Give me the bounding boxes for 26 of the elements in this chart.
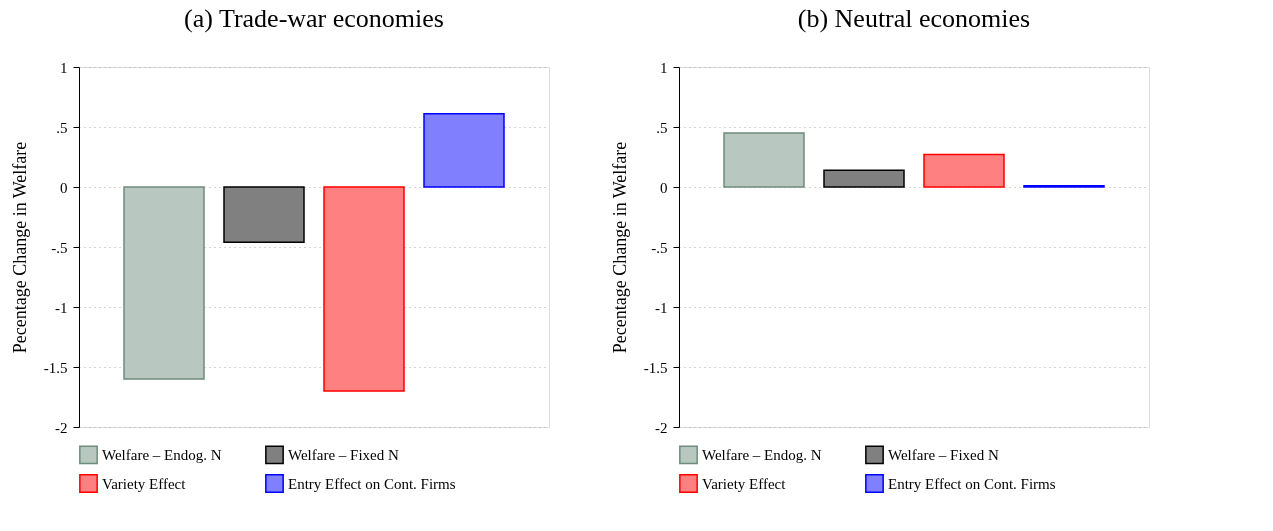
y-tick-label: -1 xyxy=(655,299,668,316)
chart-title: (a) Trade-war economies xyxy=(184,4,444,33)
y-tick-label: -.5 xyxy=(651,239,668,256)
y-tick-label: -1.5 xyxy=(43,359,68,376)
legend-label: Welfare – Endog. N xyxy=(102,446,222,463)
y-axis-title: Pecentage Change in Welfare xyxy=(609,141,630,354)
y-tick-label: 1 xyxy=(660,59,668,76)
legend-label: Welfare – Endog. N xyxy=(702,446,822,463)
y-tick-label: 1 xyxy=(60,59,68,76)
legend-label: Entry Effect on Cont. Firms xyxy=(888,475,1056,492)
legend-label: Variety Effect xyxy=(102,475,187,492)
y-tick-label: 0 xyxy=(660,179,668,196)
y-tick-label: .5 xyxy=(56,119,68,136)
legend-label: Entry Effect on Cont. Firms xyxy=(288,475,456,492)
y-tick-label: -1 xyxy=(55,299,68,316)
y-tick-label: .5 xyxy=(656,119,668,136)
y-axis-title: Pecentage Change in Welfare xyxy=(9,141,30,354)
y-tick-label: -2 xyxy=(655,419,668,436)
y-tick-label: -.5 xyxy=(51,239,68,256)
legend-label: Variety Effect xyxy=(702,475,787,492)
y-tick-label: -2 xyxy=(55,419,68,436)
y-tick-label: -1.5 xyxy=(643,359,668,376)
legend-label: Welfare – Fixed N xyxy=(288,446,399,463)
legend-label: Welfare – Fixed N xyxy=(888,446,999,463)
y-tick-label: 0 xyxy=(60,179,68,196)
chart-title: (b) Neutral economies xyxy=(797,4,1031,33)
